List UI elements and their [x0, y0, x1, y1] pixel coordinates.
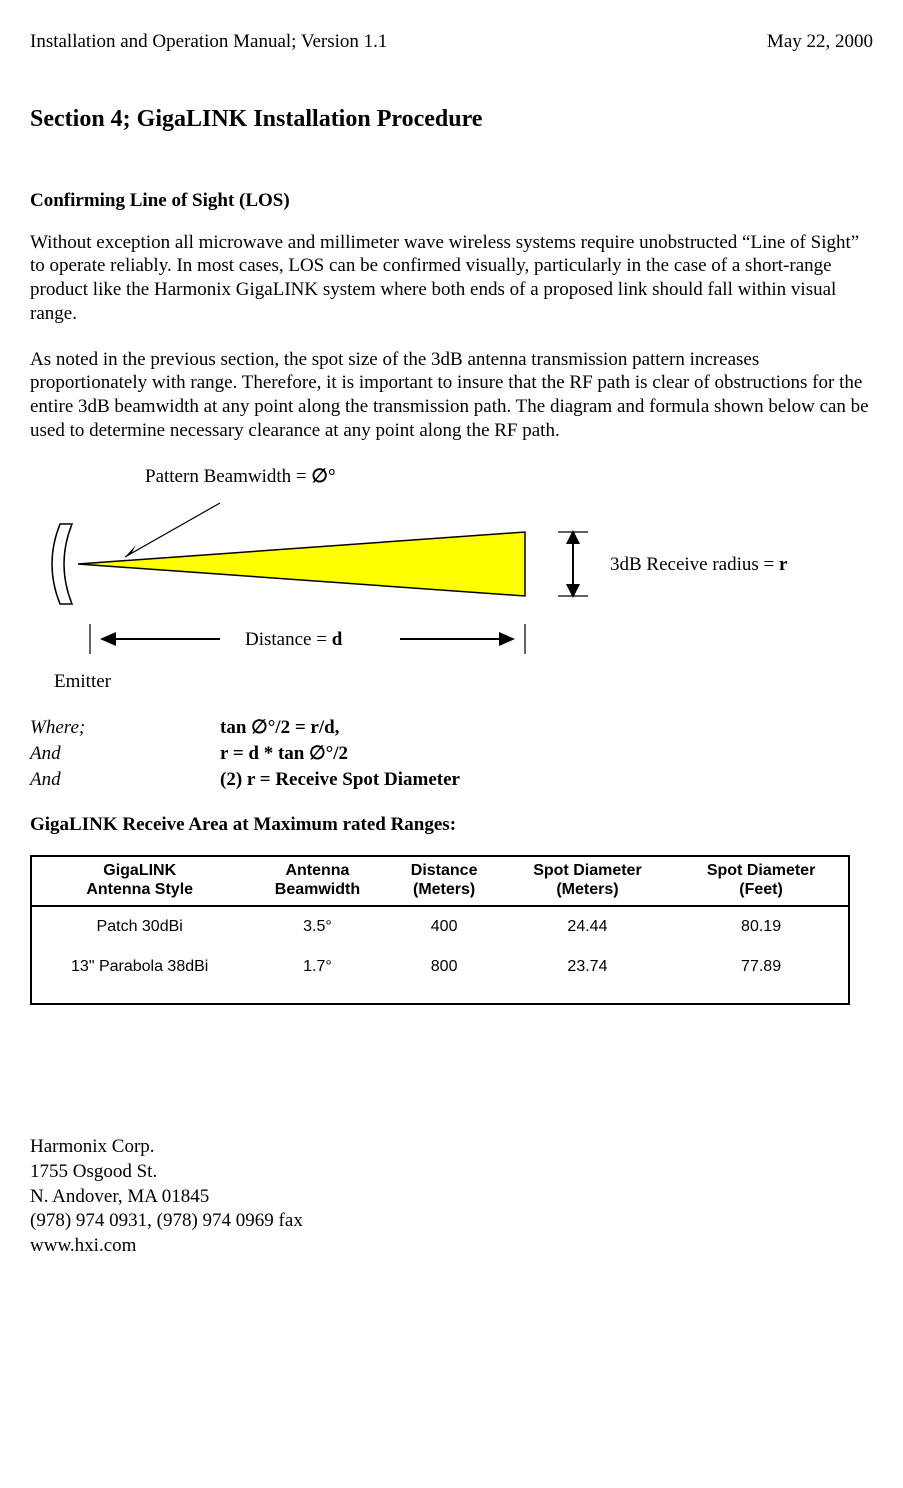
radius-label: 3dB Receive radius = r [610, 554, 788, 575]
beam-diagram: Pattern Beamwidth = ∅° 3dB Receive radiu… [30, 465, 873, 695]
table-row: 13" Parabola 38dBi 1.7° 800 23.74 77.89 [31, 947, 849, 1004]
emitter-label: Emitter [54, 670, 873, 694]
beam-diagram-svg: 3dB Receive radius = r Distance = d [30, 494, 860, 664]
cell: Patch 30dBi [31, 906, 247, 947]
formula-block: Where; tan ∅°/2 = r/d, And r = d * tan ∅… [30, 716, 873, 791]
footer-phone: (978) 974 0931, (978) 974 0969 fax [30, 1209, 873, 1234]
beam-label-symbol: ∅° [311, 466, 335, 487]
formula-2-left: And [30, 742, 220, 766]
table-header-row: GigaLINKAntenna Style AntennaBeamwidth D… [31, 856, 849, 906]
formula-row-1: Where; tan ∅°/2 = r/d, [30, 716, 873, 740]
cell: 24.44 [501, 906, 674, 947]
section-title: Section 4; GigaLINK Installation Procedu… [30, 104, 873, 134]
cell: 3.5° [247, 906, 387, 947]
cell: 800 [387, 947, 500, 1004]
cell: 23.74 [501, 947, 674, 1004]
footer-street: 1755 Osgood St. [30, 1160, 873, 1185]
paragraph-2: As noted in the previous section, the sp… [30, 348, 873, 443]
subheading-los: Confirming Line of Sight (LOS) [30, 189, 873, 213]
cell: 1.7° [247, 947, 387, 1004]
beam-label-prefix: Pattern Beamwidth = [145, 466, 311, 487]
header-left: Installation and Operation Manual; Versi… [30, 30, 387, 54]
distance-arrow-right-head [499, 632, 515, 646]
beam-cone [78, 532, 525, 596]
header-right: May 22, 2000 [767, 30, 873, 54]
footer-web: www.hxi.com [30, 1234, 873, 1259]
beam-label-pointer [125, 503, 220, 557]
distance-label-symbol: d [332, 629, 343, 650]
formula-1-left: Where; [30, 716, 220, 740]
footer-city: N. Andover, MA 01845 [30, 1185, 873, 1210]
page-footer: Harmonix Corp. 1755 Osgood St. N. Andove… [30, 1135, 873, 1258]
formula-3-right: (2) r = Receive Spot Diameter [220, 768, 460, 792]
table-row: Patch 30dBi 3.5° 400 24.44 80.19 [31, 906, 849, 947]
formula-row-2: And r = d * tan ∅°/2 [30, 742, 873, 766]
formula-3-left: And [30, 768, 220, 792]
footer-company: Harmonix Corp. [30, 1135, 873, 1160]
paragraph-1: Without exception all microwave and mill… [30, 231, 873, 326]
radius-label-prefix: 3dB Receive radius = [610, 554, 779, 575]
beam-label: Pattern Beamwidth = ∅° [145, 465, 873, 489]
col-spot-m: Spot Diameter(Meters) [501, 856, 674, 906]
formula-1-right: tan ∅°/2 = r/d, [220, 716, 339, 740]
cell: 80.19 [674, 906, 849, 947]
col-spot-ft: Spot Diameter(Feet) [674, 856, 849, 906]
ranges-heading: GigaLINK Receive Area at Maximum rated R… [30, 813, 873, 837]
cell: 77.89 [674, 947, 849, 1004]
distance-label-prefix: Distance = [245, 629, 332, 650]
cell: 13" Parabola 38dBi [31, 947, 247, 1004]
ranges-table: GigaLINKAntenna Style AntennaBeamwidth D… [30, 855, 850, 1005]
radius-label-symbol: r [779, 554, 788, 575]
formula-row-3: And (2) r = Receive Spot Diameter [30, 768, 873, 792]
col-beamwidth: AntennaBeamwidth [247, 856, 387, 906]
distance-arrow-left-head [100, 632, 116, 646]
formula-2-right: r = d * tan ∅°/2 [220, 742, 348, 766]
page-header: Installation and Operation Manual; Versi… [30, 30, 873, 54]
cell: 400 [387, 906, 500, 947]
col-antenna-style: GigaLINKAntenna Style [31, 856, 247, 906]
emitter-shape [52, 524, 72, 604]
distance-label: Distance = d [245, 629, 343, 650]
col-distance-m: Distance(Meters) [387, 856, 500, 906]
